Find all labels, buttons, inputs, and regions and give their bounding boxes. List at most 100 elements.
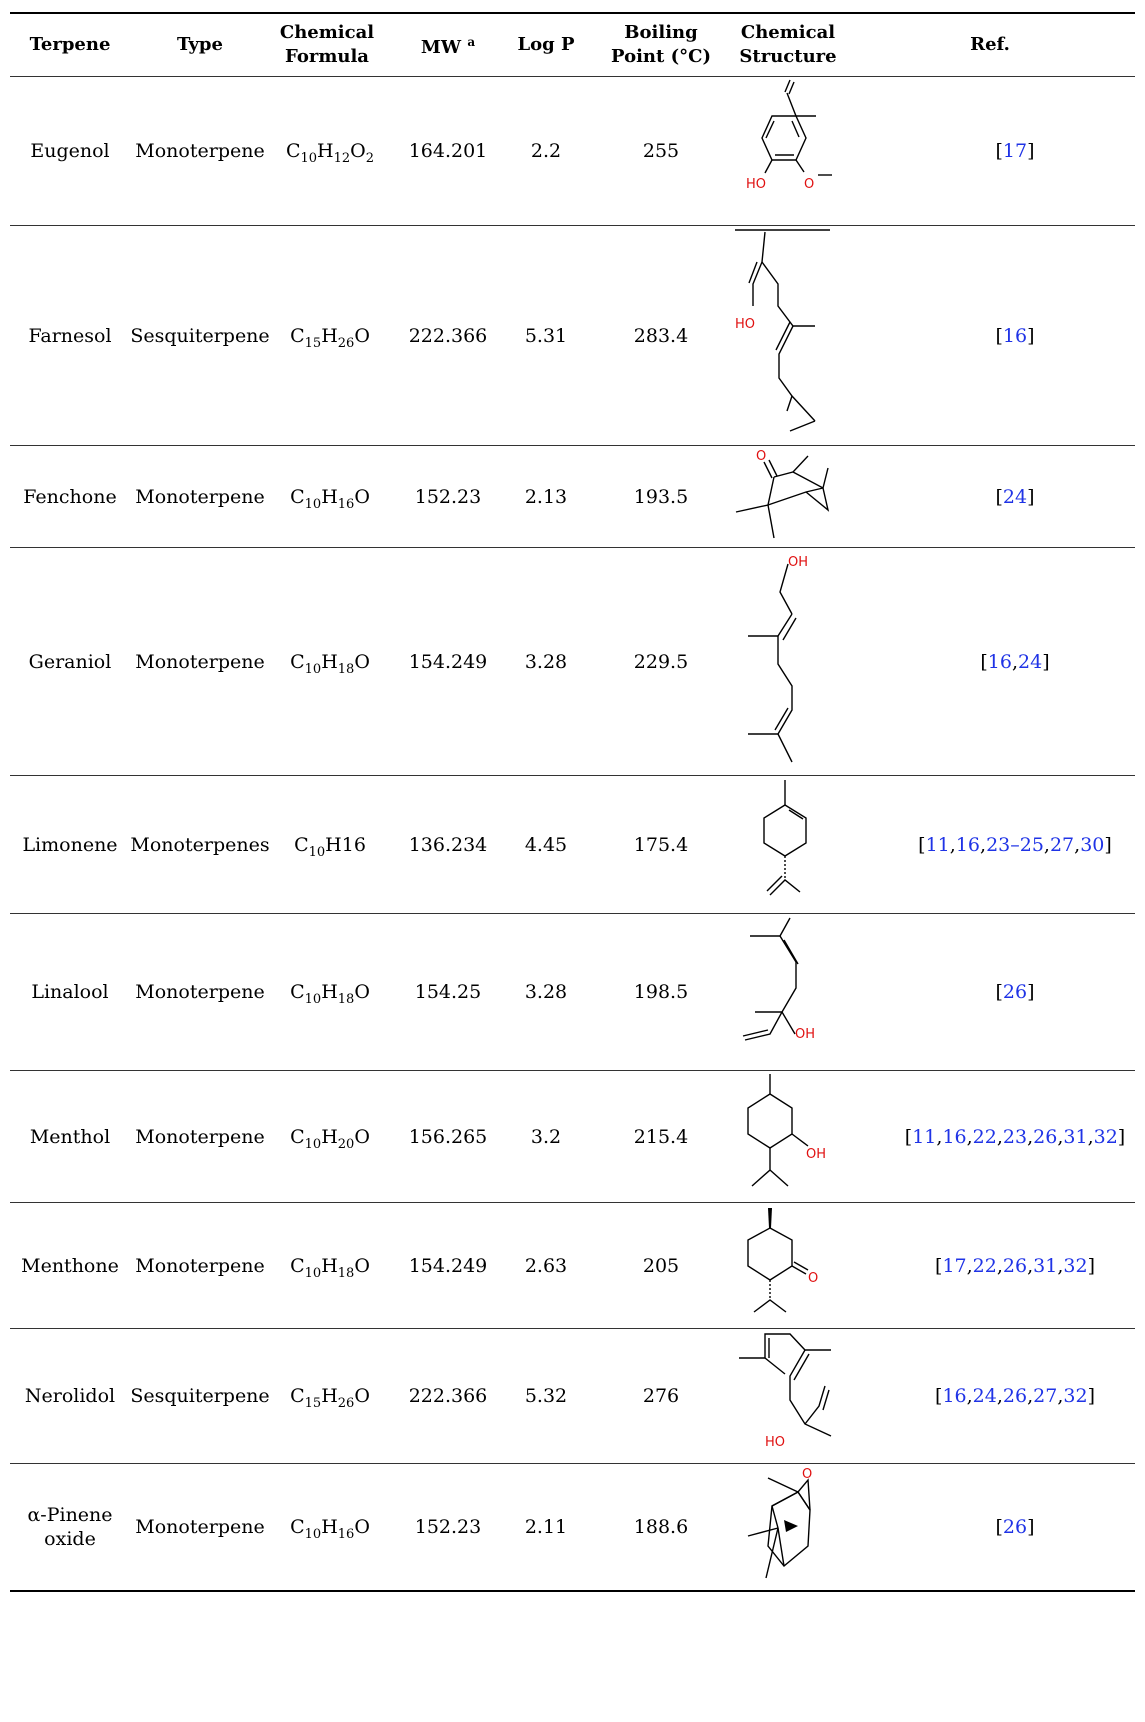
boiling-point: 175.4	[633, 833, 689, 856]
reference-link[interactable]: 27	[1049, 833, 1075, 856]
reference-link[interactable]: 26	[1033, 1125, 1058, 1148]
terpene-name: Menthol	[10, 1071, 130, 1202]
terpene-name-text: Eugenol	[30, 140, 110, 162]
ref-bracket: ]	[1087, 1254, 1095, 1277]
reference-link[interactable]: 26	[1002, 1516, 1028, 1538]
molecular-weight: 164.201	[408, 140, 488, 162]
boiling-point: 215.4	[633, 1125, 689, 1148]
farnesol-structure-icon: HO	[735, 229, 830, 432]
formula-part: O	[354, 981, 370, 1003]
reference-link[interactable]: 22	[972, 1254, 997, 1277]
formula-part: O	[354, 1125, 370, 1148]
formula-part: H	[321, 1125, 338, 1148]
ref-bracket: ]	[1027, 140, 1035, 162]
formula-part: H	[321, 1516, 338, 1538]
reference-link[interactable]: 32	[1063, 1254, 1088, 1277]
terpene-name: Farnesol	[10, 226, 130, 445]
formula-part: H	[321, 324, 338, 347]
molecular-weight: 154.249	[408, 1254, 488, 1277]
reference-link[interactable]: 23–25	[986, 833, 1044, 856]
linalool-structure-icon: OH	[742, 917, 815, 1042]
formula-part: 26	[337, 335, 355, 351]
row-divider	[10, 1328, 1135, 1329]
formula-part: O	[354, 1385, 370, 1407]
references: [17]	[890, 77, 1140, 225]
terpene-name-text: Fenchone	[23, 485, 117, 508]
formula-part: 10	[304, 1136, 322, 1152]
formula-part: C	[290, 650, 305, 673]
reference-link[interactable]: 30	[1080, 833, 1105, 856]
molecular-weight: 136.234	[408, 833, 488, 856]
reference-link[interactable]: 17	[942, 1254, 967, 1277]
boiling-point: 193.5	[633, 485, 689, 508]
terpene-name-line: oxide	[44, 1528, 96, 1550]
header-terpene: Terpene	[29, 34, 111, 55]
reference-link[interactable]: 24	[1018, 650, 1043, 673]
log-p: 2.2	[530, 140, 562, 162]
chemical-formula: C10H16O	[270, 446, 390, 547]
reference-link[interactable]: 26	[1002, 1385, 1028, 1407]
bottom-rule	[10, 1590, 1135, 1592]
terpene-type: Monoterpene	[135, 1516, 265, 1538]
reference-link[interactable]: 24	[972, 1385, 997, 1407]
reference-link[interactable]: 23	[1002, 1125, 1028, 1148]
reference-link[interactable]: 32	[1063, 1385, 1088, 1407]
reference-link[interactable]: 17	[1002, 140, 1028, 162]
formula-part: C	[290, 1385, 305, 1407]
menthone-structure-icon: O	[747, 1208, 818, 1313]
formula-part: 15	[304, 1396, 322, 1411]
pinene-oxide-structure-icon: O	[747, 1467, 812, 1579]
reference-link[interactable]: 16	[955, 833, 981, 856]
terpene-name-text: Menthone	[21, 1254, 119, 1277]
eugenol-structure-icon: HO O	[746, 79, 832, 192]
formula-part: H	[321, 1254, 338, 1277]
ref-separator: ,	[949, 833, 956, 856]
ref-separator: ,	[996, 1254, 1003, 1277]
formula-part: H	[321, 650, 338, 673]
ref-separator: ,	[1027, 1254, 1034, 1277]
svg-text:HO: HO	[765, 1435, 785, 1450]
reference-link[interactable]: 26	[1002, 981, 1028, 1003]
terpene-name: Eugenol	[10, 77, 130, 225]
ref-separator: ,	[1057, 1125, 1064, 1148]
terpene-type: Monoterpenes	[130, 833, 270, 856]
ref-bracket: ]	[1027, 485, 1035, 508]
reference-link[interactable]: 22	[972, 1125, 997, 1148]
reference-link[interactable]: 16	[987, 650, 1012, 673]
formula-part: O	[354, 650, 370, 673]
terpene-type: Monoterpene	[135, 981, 265, 1003]
chemical-formula: C10H18O	[270, 548, 390, 775]
formula-part: 18	[337, 661, 355, 677]
boiling-point: 255	[642, 140, 680, 162]
svg-text:OH: OH	[795, 1027, 815, 1042]
formula-part: 12	[333, 151, 351, 166]
reference-link[interactable]: 31	[1063, 1125, 1088, 1148]
terpene-type: Monoterpene	[135, 1125, 265, 1148]
references: [11,16,22,23,26,31,32]	[890, 1071, 1140, 1202]
header-structure: Chemical Structure	[739, 22, 837, 67]
svg-text:HO: HO	[735, 317, 755, 332]
formula-part: C	[294, 833, 309, 856]
limonene-structure-icon	[763, 780, 807, 896]
formula-part: H	[321, 1385, 338, 1407]
reference-link[interactable]: 26	[1002, 1254, 1028, 1277]
reference-link[interactable]: 11	[925, 833, 950, 856]
reference-link[interactable]: 16	[942, 1125, 967, 1148]
log-p: 4.45	[524, 833, 568, 856]
reference-link[interactable]: 31	[1033, 1254, 1058, 1277]
terpene-type: Monoterpene	[135, 140, 265, 162]
log-p: 5.31	[524, 324, 568, 347]
reference-link[interactable]: 24	[1002, 485, 1028, 508]
reference-link[interactable]: 16	[942, 1385, 967, 1407]
header-logp: Log P	[517, 34, 575, 55]
reference-link[interactable]: 16	[1002, 324, 1028, 347]
reference-link[interactable]: 11	[912, 1125, 937, 1148]
chemical-formula: C10H20O	[270, 1071, 390, 1202]
formula-part: O	[354, 485, 370, 508]
reference-link[interactable]: 27	[1033, 1385, 1058, 1407]
ref-separator: ,	[966, 1125, 973, 1148]
ref-bracket: ]	[1087, 1385, 1095, 1407]
reference-link[interactable]: 32	[1093, 1125, 1118, 1148]
formula-part: C	[290, 981, 305, 1003]
chemical-formula: C10H16	[270, 776, 390, 913]
